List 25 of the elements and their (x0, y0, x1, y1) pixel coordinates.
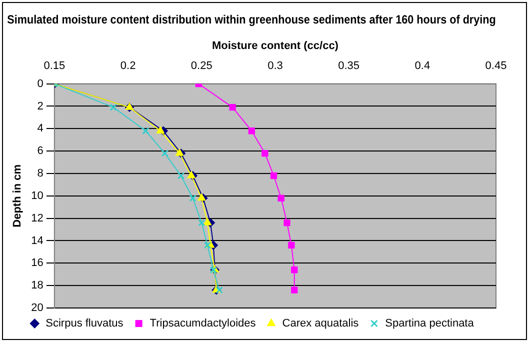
x-tick-label: 0.2 (120, 60, 136, 72)
y-tick-label: 18 (31, 280, 44, 292)
y-tick-label: 6 (37, 145, 44, 158)
y-tick-label: 0 (37, 78, 44, 90)
y-tick-label: 14 (31, 234, 44, 247)
x-tick-label: 0.45 (485, 60, 507, 72)
x-tick-label: 0.25 (190, 60, 212, 72)
x-tick-label: 0.3 (268, 60, 283, 72)
x-axis-title: Moisture content (cc/cc) (212, 40, 339, 52)
y-tick-label: 10 (31, 190, 44, 202)
y-tick-label: 16 (31, 257, 44, 270)
legend-label: Tripsacumdactyloides (150, 318, 256, 330)
legend-label: Carex aquatalis (282, 318, 360, 330)
y-tick-label: 20 (31, 302, 44, 314)
legend-label: Spartina pectinata (385, 318, 475, 330)
y-tick-label: 8 (37, 168, 44, 180)
y-tick-label: 4 (37, 122, 44, 135)
y-axis-title: Depth in cm (12, 164, 24, 228)
legend-label: Scirpus fluvatus (46, 318, 124, 330)
x-tick-label: 0.35 (338, 60, 360, 72)
y-tick-label: 2 (37, 100, 44, 112)
x-tick-label: 0.4 (414, 60, 430, 72)
chart-title: Simulated moisture content distribution within greenhouse sediments after 160 hours of drying (7, 14, 496, 27)
y-tick-label: 12 (31, 212, 44, 224)
x-tick-label: 0.15 (44, 60, 66, 72)
